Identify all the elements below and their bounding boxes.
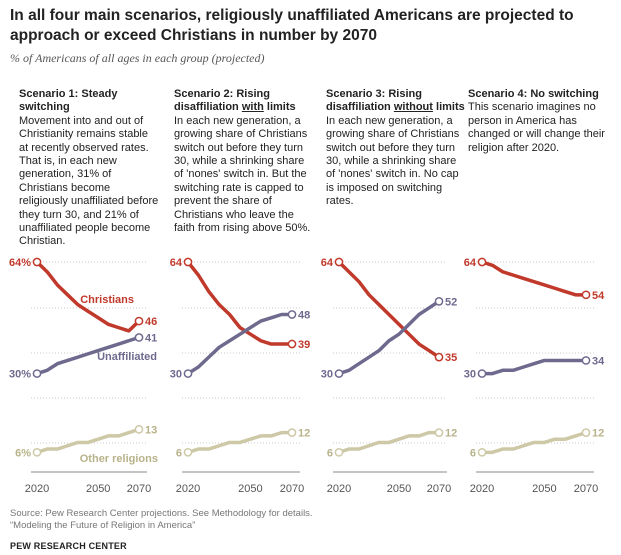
unaffiliated-start-label: 30 [170, 369, 182, 381]
scenario-3-text: Scenario 3: Rising disaffiliation withou… [326, 88, 466, 209]
scenario-3-title: Scenario 3: Rising disaffiliation withou… [326, 88, 465, 114]
other-start-label: 6 [470, 447, 476, 459]
unaffiliated-end-label: 48 [298, 310, 310, 322]
x-tick-label: 2020 [327, 483, 351, 495]
other-end-label: 12 [298, 428, 310, 440]
scenario-4-description: This scenario imagines no person in Amer… [468, 101, 605, 154]
other-start-point [334, 447, 344, 457]
x-tick-label: 2020 [470, 483, 494, 495]
other-start-label: 6% [15, 447, 31, 459]
source-line-1: Source: Pew Research Center projections.… [10, 508, 313, 519]
scenario-2-text: Scenario 2: Rising disaffiliation with l… [174, 88, 314, 235]
source-note: Source: Pew Research Center projections.… [10, 508, 313, 532]
x-tick-label: 2070 [280, 483, 304, 495]
unaffiliated-end-point [581, 356, 591, 365]
christians-start-label: 64 [321, 257, 334, 269]
christians-end-point [287, 339, 297, 349]
christians-end-label: 46 [145, 316, 157, 328]
christians-start-point [334, 257, 344, 267]
unaffiliated-line [480, 358, 588, 376]
other-end-point [581, 428, 591, 437]
christians-start-label: 64 [464, 257, 477, 269]
unaffiliated-start-point [334, 369, 344, 378]
x-tick-label: 2070 [574, 483, 598, 495]
unaffiliated-series-label: Unaffiliated [97, 351, 157, 363]
other-start-label: 6 [176, 447, 182, 459]
unaffiliated-start-point [183, 369, 193, 378]
christians-series-label: Christians [80, 294, 134, 306]
unaffiliated-end-point [134, 333, 144, 342]
christians-end-point [134, 316, 144, 326]
christians-end-point [434, 352, 444, 362]
other-start-point [32, 447, 42, 457]
other-start-point [183, 447, 193, 457]
scenario-4-text: Scenario 4: No switching This scenario i… [468, 88, 608, 155]
unaffiliated-start-point [32, 369, 42, 378]
scenario-1-text: Scenario 1: Steady switching Movement in… [19, 88, 159, 249]
unaffiliated-end-label: 52 [445, 296, 457, 308]
christians-start-label: 64 [170, 257, 183, 269]
x-tick-label: 2070 [427, 483, 451, 495]
scenario-3-description: In each new generation, a growing share … [326, 114, 460, 208]
christians-end-label: 39 [298, 339, 310, 351]
unaffiliated-end-point [434, 297, 444, 306]
other-line [35, 427, 141, 455]
other-end-point [134, 424, 144, 434]
christians-line [480, 260, 588, 297]
unaffiliated-line [186, 312, 294, 376]
unaffiliated-end-label: 41 [145, 332, 157, 344]
source-line-2: “Modeling the Future of Religion in Amer… [10, 520, 196, 531]
other-religions-series-label: Other religions [80, 453, 158, 465]
other-line [480, 430, 588, 455]
x-tick-label: 2020 [176, 483, 200, 495]
other-line [337, 430, 441, 455]
unaffiliated-start-point [477, 369, 487, 378]
christians-line [35, 260, 141, 333]
chart-title: In all four main scenarios, religiously … [10, 7, 574, 44]
scenario-1-description: Movement into and out of Christianity re… [19, 114, 159, 248]
scenario-2-title: Scenario 2: Rising disaffiliation with l… [174, 88, 296, 114]
other-start-label: 6 [327, 447, 333, 459]
unaffiliated-line [35, 335, 141, 376]
scenario-2-description: In each new generation, a growing share … [174, 114, 311, 235]
other-line [186, 430, 294, 455]
x-tick-label: 2070 [127, 483, 151, 495]
christians-start-point [183, 257, 193, 267]
christians-start-point [32, 257, 42, 267]
other-end-point [287, 428, 297, 437]
unaffiliated-start-label: 30 [321, 369, 333, 381]
chart-subtitle: % of Americans of all ages in each group… [10, 51, 265, 65]
x-tick-label: 2020 [25, 483, 49, 495]
christians-start-point [477, 257, 487, 267]
unaffiliated-line [337, 299, 441, 376]
charts-area: 2020 2050 2070 64% 46 30% 41 6% 13 Christians Unaf… [9, 257, 605, 495]
christians-end-point [581, 290, 591, 300]
scenario-1-title: Scenario 1: Steady switching [19, 88, 118, 114]
x-tick-label: 2050 [532, 483, 556, 495]
christians-line [186, 260, 294, 346]
christians-line [337, 260, 441, 359]
other-end-label: 12 [592, 428, 604, 440]
unaffiliated-end-label: 34 [592, 355, 605, 367]
scenario-4-title: Scenario 4: No switching [468, 88, 599, 100]
x-tick-label: 2050 [238, 483, 262, 495]
unaffiliated-start-label: 30 [464, 369, 476, 381]
x-tick-label: 2050 [86, 483, 110, 495]
christians-end-label: 54 [592, 290, 605, 302]
unaffiliated-start-label: 30% [9, 369, 31, 381]
x-tick-label: 2050 [387, 483, 411, 495]
christians-end-label: 35 [445, 352, 457, 364]
other-end-label: 12 [445, 428, 457, 440]
brand-name: PEW RESEARCH CENTER [10, 541, 127, 551]
unaffiliated-end-point [287, 310, 297, 319]
other-end-point [434, 428, 444, 437]
other-start-point [477, 447, 487, 457]
christians-start-label: 64% [9, 257, 31, 269]
other-end-label: 13 [145, 424, 157, 436]
